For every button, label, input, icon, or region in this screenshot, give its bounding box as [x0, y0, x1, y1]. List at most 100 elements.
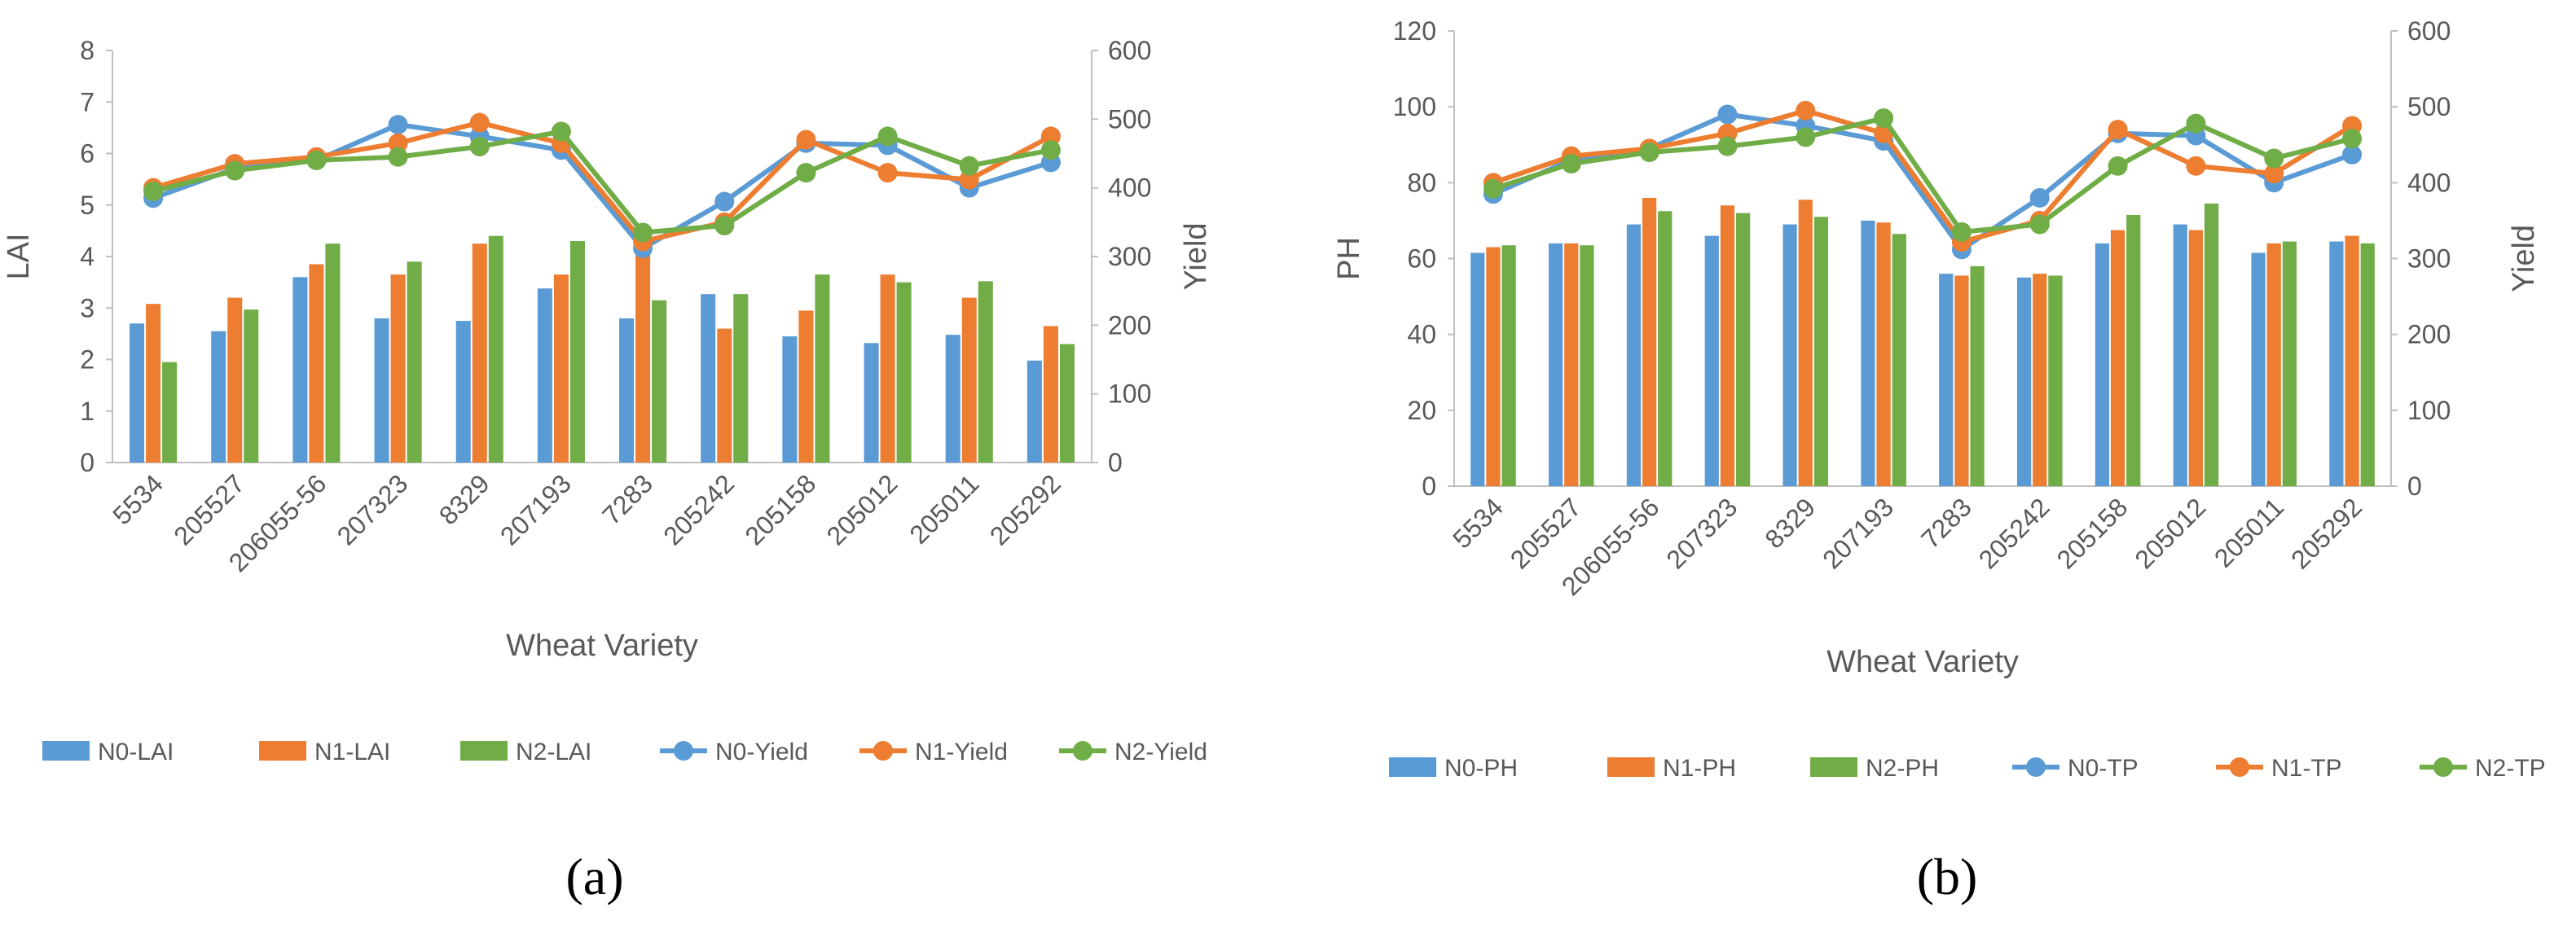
bar-n2-ph [1892, 234, 1906, 486]
point-n2-tp [1874, 108, 1894, 129]
legend-label: N0-PH [1444, 755, 1518, 782]
bar-n0-lai [455, 321, 471, 463]
legend-swatch-n2-ph [1810, 757, 1857, 777]
bar-n1-lai [227, 297, 243, 463]
x-tick-label: 207323 [1660, 492, 1743, 574]
bar-n0-lai [945, 335, 961, 463]
bar-n0-ph [2016, 277, 2032, 486]
line-n0-yield [152, 122, 1052, 251]
point-n1-tp [2186, 156, 2206, 176]
y-tick-label: 2 [80, 345, 95, 375]
legend-label: N2-TP [2475, 755, 2546, 782]
bar-n2-lai [407, 261, 422, 463]
y-tick-label: 40 [1407, 320, 1436, 349]
y2-tick-label: 400 [2407, 168, 2451, 197]
bar-n1-ph [2033, 274, 2047, 486]
bar-n1-ph [1720, 205, 1735, 487]
y-tick-label: 6 [80, 139, 95, 169]
bar-n1-lai [390, 274, 406, 463]
x-axis-title: Wheat Variety [1826, 645, 2019, 679]
y-tick-label: 5 [80, 191, 95, 220]
x-axis-title: Wheat Variety [506, 629, 698, 663]
bar-n0-ph [1861, 220, 1875, 486]
point-n0-tp [2029, 187, 2050, 208]
point-n1-yield [877, 163, 898, 183]
point-n0-tp [1717, 104, 1738, 125]
y-tick-label: 7 [80, 87, 95, 116]
point-n2-tp [1951, 221, 1972, 242]
point-n1-tp [2264, 164, 2284, 184]
point-n1-tp [2108, 120, 2128, 140]
bar-n0-lai [782, 336, 798, 463]
bar-n1-ph [1486, 247, 1501, 486]
point-n2-yield [877, 126, 898, 147]
bar-n0-ph [2329, 241, 2344, 486]
x-tick-label: 207193 [1817, 492, 1899, 574]
chart-panel-a: 0 1 2 3 4 5 6 7 8 0 100 200 300 400 500 600 5534 205527 20… [0, 0, 1271, 939]
bar-n2-ph [1813, 217, 1829, 486]
bar-n2-lai [1059, 344, 1075, 463]
bar-n2-lai [733, 294, 749, 463]
y2-tick-label: 500 [1108, 104, 1151, 134]
y-axis-title: PH [1332, 237, 1366, 280]
line-n2-yield [152, 129, 1052, 235]
point-n2-yield [388, 147, 408, 167]
y-axis-title: LAI [2, 233, 36, 279]
y2-tick-label: 400 [1108, 173, 1151, 203]
y-tick-label: 0 [1422, 472, 1436, 501]
bar-n0-ph [2173, 224, 2187, 486]
bar-n2-lai [244, 309, 259, 463]
y2-tick-label: 0 [1108, 448, 1123, 477]
bar-n1-ph [2188, 230, 2204, 486]
bar-n2-ph [1658, 211, 1673, 486]
x-tick-label: 8329 [433, 468, 495, 530]
bar-n2-lai [325, 243, 341, 463]
point-n2-yield [469, 137, 490, 157]
legend-swatch-n0-lai [42, 741, 90, 761]
point-n0-tp [2342, 144, 2363, 164]
point-n2-tp [1561, 154, 1581, 174]
bar-n0-ph [1704, 235, 1719, 486]
point-n2-tp [1717, 136, 1738, 156]
bar-n1-lai [717, 328, 732, 463]
point-n2-tp [2264, 148, 2284, 169]
bar-n1-ph [1642, 197, 1657, 486]
bar-n0-lai [130, 323, 145, 463]
point-n0-yield [388, 115, 408, 135]
bar-n1-ph [2345, 235, 2359, 486]
point-n2-yield [306, 150, 327, 170]
legend-swatch-n2-lai [460, 741, 508, 761]
y2-axis-title: Yield [2507, 225, 2541, 292]
point-n2-yield [143, 181, 164, 201]
x-tick-label: 205012 [2129, 492, 2211, 574]
bar-n0-ph [1939, 274, 1954, 486]
bar-n1-lai [798, 310, 814, 463]
legend-label: N0-Yield [715, 739, 808, 765]
bar-n1-lai [553, 274, 569, 463]
bar-n2-ph [2126, 214, 2141, 486]
bar-n2-lai [162, 362, 178, 463]
y2-tick-label: 200 [2407, 320, 2451, 349]
chart-panel-b: 0 20 40 60 80 100 120 0 100 200 300 400 500 600 5534 20… [1303, 0, 2576, 939]
y-tick-label: 8 [80, 36, 95, 65]
point-n0-yield [714, 191, 735, 212]
line-n2-tp [1492, 116, 2353, 235]
legend-label: N1-PH [1663, 755, 1736, 782]
point-n2-tp [2186, 113, 2206, 134]
bar-n1-lai [635, 241, 651, 463]
x-tick-label: 205242 [657, 468, 740, 550]
bar-n2-ph [2282, 241, 2297, 486]
x-tick-label: 5534 [1447, 492, 1509, 554]
x-tick-label: 7283 [1915, 492, 1977, 554]
x-tick-label: 205292 [2285, 492, 2367, 574]
bar-n2-ph [1580, 245, 1594, 486]
legend-label: N0-LAI [98, 739, 174, 765]
point-n1-yield [1040, 126, 1061, 147]
bar-n0-lai [619, 318, 635, 463]
legend-label: N0-TP [2068, 755, 2139, 782]
y2-tick-label: 300 [2407, 244, 2451, 274]
bar-n0-ph [1548, 243, 1563, 486]
point-n2-yield [796, 163, 816, 183]
legend-label: N1-TP [2271, 755, 2342, 782]
bar-n2-ph [1970, 265, 1985, 486]
